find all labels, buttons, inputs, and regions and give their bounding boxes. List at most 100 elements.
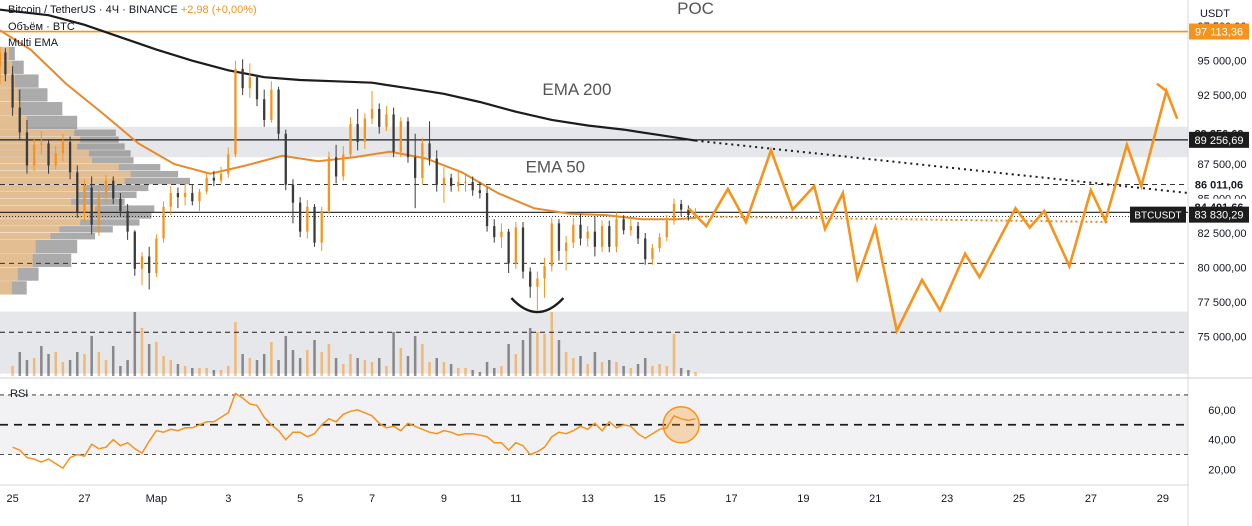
candle-body <box>399 121 402 152</box>
candle-body <box>40 143 43 145</box>
candle-body <box>148 256 151 273</box>
volume-bar <box>291 350 295 376</box>
ema-lines <box>0 8 1189 223</box>
volume-bar <box>478 372 482 376</box>
volume-bar <box>564 352 568 376</box>
volume-bar <box>147 344 151 376</box>
volume-bar <box>579 356 582 376</box>
volume-bar <box>413 336 417 376</box>
volume-bar <box>298 358 302 376</box>
profile-bar-up <box>0 239 36 254</box>
volume-bar <box>183 366 187 376</box>
candle-body <box>18 107 21 133</box>
time-tick-label: 9 <box>441 493 447 505</box>
projection <box>510 82 1179 335</box>
candle-body <box>112 180 115 199</box>
volume-bar <box>600 362 604 376</box>
volume-bar <box>76 352 79 376</box>
candle-body <box>255 77 259 100</box>
volume-bar <box>392 332 395 376</box>
volume-bar <box>176 364 180 376</box>
candle-body <box>564 242 568 251</box>
candle-body <box>543 266 546 279</box>
volume-bar <box>284 336 288 376</box>
candle-body <box>629 226 632 231</box>
volume-bar <box>320 352 323 376</box>
candle-body <box>478 190 482 194</box>
volume-bar <box>25 360 29 376</box>
candle-body <box>593 231 597 247</box>
candle-body <box>47 143 50 166</box>
volume-bar <box>155 342 158 376</box>
price-label: 97 113,36 <box>1195 27 1243 39</box>
candle-body <box>83 187 86 213</box>
time-tick-label: 27 <box>1085 493 1097 505</box>
candle-body <box>97 194 101 225</box>
candle-body <box>68 142 72 173</box>
volume-bar <box>536 332 539 376</box>
ema200-line <box>0 8 696 142</box>
volume-bar <box>363 360 367 376</box>
profile-bar-up <box>0 102 21 116</box>
candle-body <box>176 193 180 198</box>
volume-bar <box>205 368 208 376</box>
candle-body <box>169 193 172 207</box>
volume-bar <box>61 362 65 376</box>
candle-body <box>485 193 489 227</box>
candle-body <box>191 193 194 202</box>
ema-legend: Multi EMA <box>8 37 59 49</box>
candle-body <box>421 143 424 178</box>
price-label-bg <box>1189 131 1249 148</box>
candle-body <box>32 144 36 166</box>
profile-bar-up <box>0 88 18 102</box>
profile-bar-up <box>0 115 27 130</box>
volume-legend: Объём · BTC <box>8 21 75 33</box>
annotation-poc: POC <box>677 0 714 18</box>
candle-body <box>500 231 503 238</box>
ticker-label-bg <box>1130 206 1186 223</box>
candle-body <box>557 223 561 251</box>
candle-body <box>658 237 661 249</box>
volume-bar <box>428 362 431 376</box>
volume-bar <box>629 368 633 376</box>
candle-body <box>572 224 575 243</box>
volume-bar <box>219 370 223 376</box>
candle-body <box>162 206 165 239</box>
candle-body <box>155 238 158 273</box>
volume-bar <box>133 312 137 376</box>
candle-body <box>550 223 553 267</box>
profile-bar-up <box>0 74 15 88</box>
volume-bar <box>370 362 374 376</box>
profile-bar-up <box>0 253 33 267</box>
price-label-bg <box>1189 206 1249 223</box>
volume-bar <box>313 340 316 376</box>
candle-body <box>378 108 381 127</box>
time-axis[interactable]: 25 27 Мар 3 5 7 9 11 13 15 17 19 21 23 25 27 29 <box>6 493 1169 505</box>
volume-bar <box>306 350 309 376</box>
price-tick-label: 77 500,00 <box>1198 297 1247 309</box>
annotations: POC EMA 200 EMA 50 <box>526 0 714 176</box>
volume-bar <box>593 352 597 376</box>
volume-bar <box>636 364 640 376</box>
volume-bar <box>406 356 410 376</box>
volume-bar <box>464 368 467 376</box>
candle-body <box>291 184 295 203</box>
time-tick-label: 29 <box>1157 493 1169 505</box>
candle-body <box>514 227 517 264</box>
candle-body <box>241 68 244 89</box>
time-tick-label: 21 <box>869 493 881 505</box>
volume-bar <box>255 360 259 376</box>
rsi-tick-label: 60,00 <box>1208 405 1236 417</box>
rsi-tick-label: 20,00 <box>1208 465 1236 477</box>
price-tick-label: 95 000,00 <box>1198 56 1247 68</box>
volume-bar <box>212 370 216 376</box>
volume-bar <box>485 362 489 376</box>
volume-bar <box>54 352 57 376</box>
volume-bar <box>543 334 546 376</box>
volume-bar <box>191 368 194 376</box>
volume-bar <box>521 340 525 376</box>
profile-bar-up <box>0 205 95 212</box>
